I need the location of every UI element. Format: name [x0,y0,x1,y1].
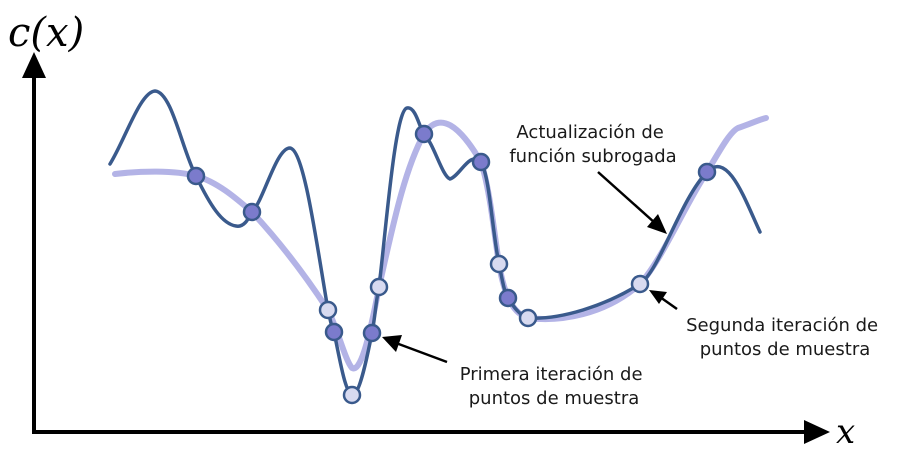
annotations: Actualización de función subrogada Prime… [460,122,884,409]
first-iteration-label-line: puntos de muestra [469,388,640,409]
surrogate-update-label-line: función subrogada [509,146,676,167]
second-iteration-label-line: Segunda iteración de [686,315,878,336]
surrogate-update-label: Actualización de función subrogada [509,122,676,167]
surrogate-update-arrow-line [597,171,656,224]
first-iteration-point [414,124,434,144]
second-iteration-point [630,274,650,294]
second-iteration-label: Segunda iteración de puntos de muestra [686,315,884,360]
surrogate-update-arrowhead-icon [647,214,667,234]
first-iteration-point [498,288,518,308]
first-iteration-arrowhead-icon [382,335,402,352]
first-iteration-point [697,162,717,182]
surrogate-function-curve [112,115,769,372]
second-iteration-points [318,254,650,405]
second-iteration-arrowhead-icon [649,290,667,304]
first-iteration-label-line: Primera iteración de [460,364,643,385]
surrogate-update-label-line: Actualización de [516,122,663,143]
second-iteration-arrow-line [659,295,678,311]
x-axis-arrowhead-icon [804,420,830,444]
y-axis-label: c(x) [8,10,84,56]
y-axis-arrowhead-icon [22,52,46,78]
annotation-arrows [382,171,678,364]
second-iteration-label-line: puntos de muestra [700,339,871,360]
first-iteration-point [324,322,344,342]
first-iteration-point [186,166,206,186]
second-iteration-point [318,300,338,320]
first-iteration-point [242,202,262,222]
x-axis-label: x [836,412,855,452]
first-iteration-arrow-line [395,341,448,364]
second-iteration-point [518,308,538,328]
first-iteration-point [471,152,491,172]
first-iteration-points [186,124,717,343]
second-iteration-point [369,277,389,297]
axes: c(x) x [8,10,855,452]
first-iteration-point [362,323,382,343]
second-iteration-point [489,254,509,274]
second-iteration-point [342,385,362,405]
first-iteration-label: Primera iteración de puntos de muestra [460,364,649,409]
